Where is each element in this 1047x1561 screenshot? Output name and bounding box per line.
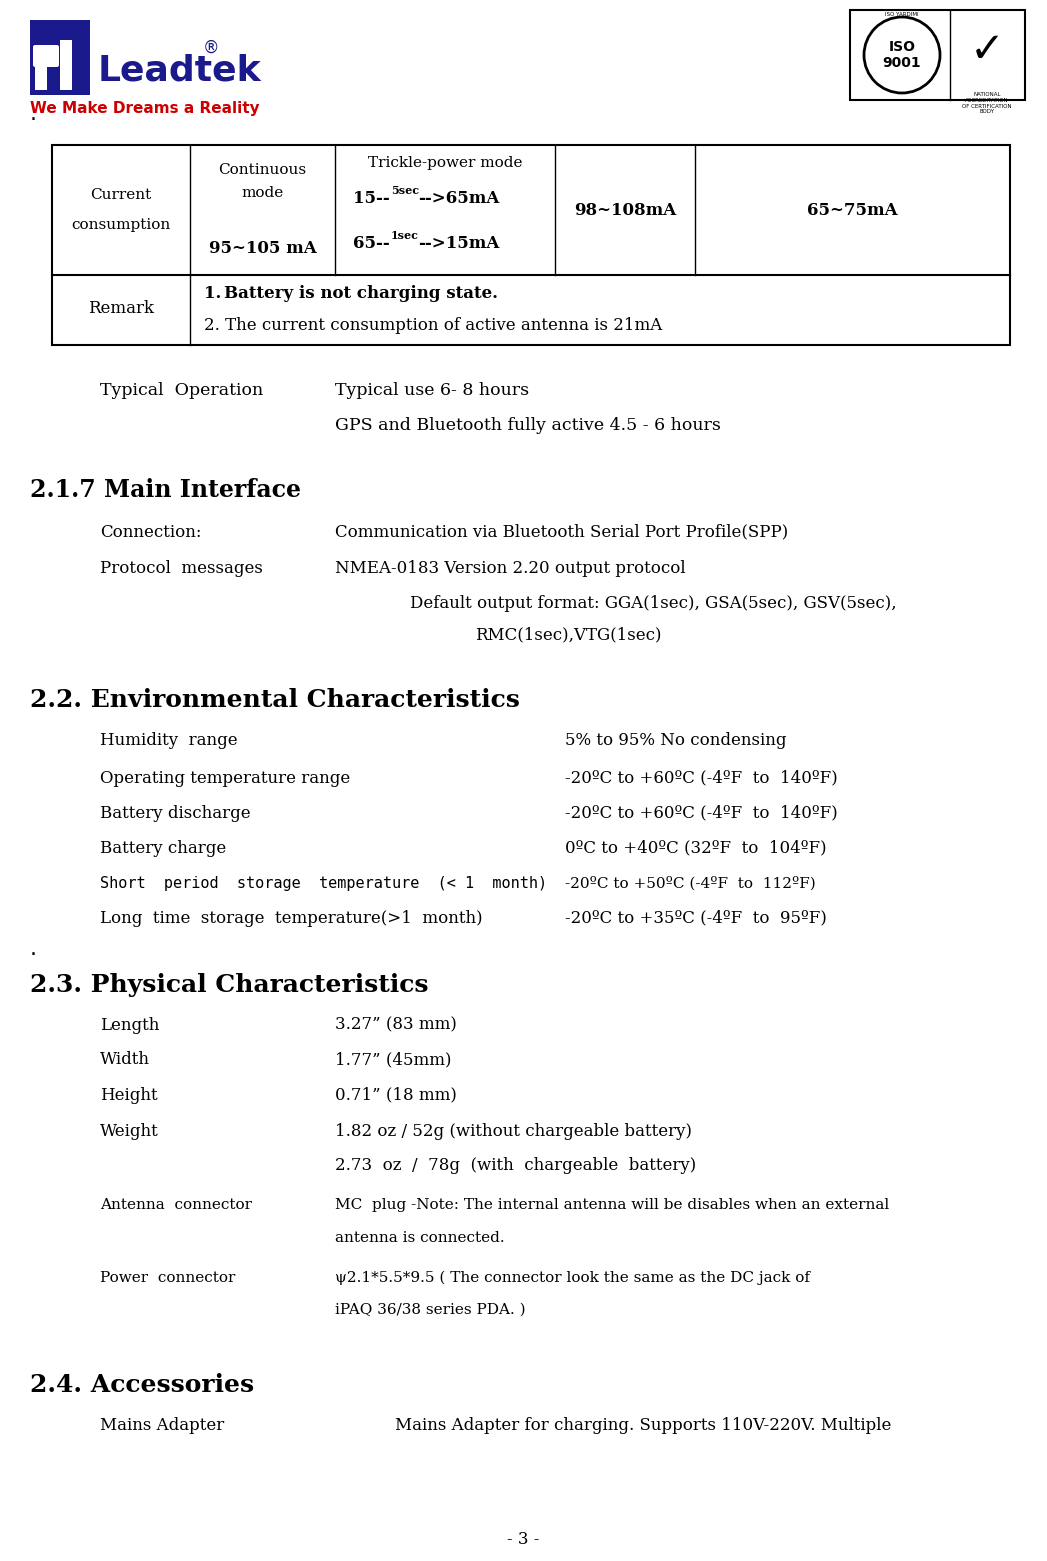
Text: Communication via Bluetooth Serial Port Profile(SPP): Communication via Bluetooth Serial Port … <box>335 523 788 540</box>
Text: Mains Adapter for charging. Supports 110V-220V. Multiple: Mains Adapter for charging. Supports 110… <box>395 1416 891 1433</box>
Text: iPAQ 36/38 series PDA. ): iPAQ 36/38 series PDA. ) <box>335 1303 526 1317</box>
Text: -20ºC to +50ºC (-4ºF  to  112ºF): -20ºC to +50ºC (-4ºF to 112ºF) <box>565 876 816 890</box>
Text: GPS and Bluetooth fully active 4.5 - 6 hours: GPS and Bluetooth fully active 4.5 - 6 h… <box>335 417 721 434</box>
Text: 1.77” (45mm): 1.77” (45mm) <box>335 1052 451 1068</box>
Bar <box>52 145 1010 345</box>
Text: Short  period  storage  temperature  (< 1  month): Short period storage temperature (< 1 mo… <box>101 876 548 890</box>
Text: Continuous: Continuous <box>219 162 307 176</box>
Text: -->65mA: -->65mA <box>418 189 499 206</box>
Text: Weight: Weight <box>101 1124 159 1141</box>
Text: Battery charge: Battery charge <box>101 840 226 857</box>
Text: 1sec: 1sec <box>391 229 419 240</box>
Text: 1.: 1. <box>204 284 227 301</box>
Text: ·: · <box>30 944 37 965</box>
Bar <box>60 41 72 91</box>
Text: Mains Adapter: Mains Adapter <box>101 1416 224 1433</box>
Text: 2.3. Physical Characteristics: 2.3. Physical Characteristics <box>30 973 428 997</box>
Text: 5sec: 5sec <box>391 184 419 195</box>
Text: 0ºC to +40ºC (32ºF  to  104ºF): 0ºC to +40ºC (32ºF to 104ºF) <box>565 840 827 857</box>
Text: ®: ® <box>203 39 220 58</box>
Text: antenna is connected.: antenna is connected. <box>335 1232 505 1246</box>
Text: ·: · <box>30 109 37 130</box>
Text: consumption: consumption <box>71 219 171 233</box>
Text: Length: Length <box>101 1016 159 1033</box>
Text: Current: Current <box>90 187 152 201</box>
Text: -20ºC to +35ºC (-4ºF  to  95ºF): -20ºC to +35ºC (-4ºF to 95ºF) <box>565 910 827 927</box>
Text: Typical  Operation: Typical Operation <box>101 381 263 398</box>
Text: 15--: 15-- <box>353 189 389 206</box>
Text: -20ºC to +60ºC (-4ºF  to  140ºF): -20ºC to +60ºC (-4ºF to 140ºF) <box>565 804 838 821</box>
Text: 3.27” (83 mm): 3.27” (83 mm) <box>335 1016 456 1033</box>
Text: We Make Dreams a Reality: We Make Dreams a Reality <box>30 100 260 116</box>
Text: 98~108mA: 98~108mA <box>574 201 676 219</box>
Text: RMC(1sec),VTG(1sec): RMC(1sec),VTG(1sec) <box>475 626 662 643</box>
Text: 2.73  oz  /  78g  (with  chargeable  battery): 2.73 oz / 78g (with chargeable battery) <box>335 1157 696 1174</box>
Text: ψ2.1*5.5*9.5 ( The connector look the same as the DC jack of: ψ2.1*5.5*9.5 ( The connector look the sa… <box>335 1271 810 1285</box>
Text: ISO YARDIMI: ISO YARDIMI <box>885 12 919 17</box>
Text: 2.2. Environmental Characteristics: 2.2. Environmental Characteristics <box>30 688 520 712</box>
Text: Battery discharge: Battery discharge <box>101 804 250 821</box>
Text: 2. The current consumption of active antenna is 21mA: 2. The current consumption of active ant… <box>204 317 663 334</box>
Text: 9001: 9001 <box>883 56 921 70</box>
Text: 0.71” (18 mm): 0.71” (18 mm) <box>335 1086 456 1104</box>
Text: 65~75mA: 65~75mA <box>807 201 898 219</box>
Text: Height: Height <box>101 1086 158 1104</box>
Text: 95~105 mA: 95~105 mA <box>208 239 316 256</box>
Text: -->15mA: -->15mA <box>418 234 499 251</box>
Text: mode: mode <box>242 186 284 200</box>
Text: 2.4. Accessories: 2.4. Accessories <box>30 1374 254 1397</box>
Text: 1.82 oz / 52g (without chargeable battery): 1.82 oz / 52g (without chargeable batter… <box>335 1124 692 1141</box>
Text: 2.1.7 Main Interface: 2.1.7 Main Interface <box>30 478 300 503</box>
Text: Humidity  range: Humidity range <box>101 732 238 749</box>
Text: Antenna  connector: Antenna connector <box>101 1197 252 1211</box>
Text: Power  connector: Power connector <box>101 1271 236 1285</box>
Text: Remark: Remark <box>88 300 154 317</box>
Text: 65--: 65-- <box>353 234 389 251</box>
Text: ✓: ✓ <box>970 30 1004 70</box>
Text: -20ºC to +60ºC (-4ºF  to  140ºF): -20ºC to +60ºC (-4ºF to 140ºF) <box>565 770 838 787</box>
Text: MC  plug -Note: The internal antenna will be disables when an external: MC plug -Note: The internal antenna will… <box>335 1197 889 1211</box>
Text: NATIONAL
ACCREDITATION
OF CERTIFICATION
BODY: NATIONAL ACCREDITATION OF CERTIFICATION … <box>962 92 1011 114</box>
Text: Trickle-power mode: Trickle-power mode <box>367 156 522 170</box>
Text: ISO: ISO <box>889 41 915 55</box>
Bar <box>35 55 47 91</box>
Bar <box>850 9 1025 100</box>
Text: 5% to 95% No condensing: 5% to 95% No condensing <box>565 732 786 749</box>
Text: Connection:: Connection: <box>101 523 201 540</box>
Text: Protocol  messages: Protocol messages <box>101 559 263 576</box>
FancyBboxPatch shape <box>34 45 59 67</box>
Text: Battery is not charging state.: Battery is not charging state. <box>224 284 498 301</box>
Text: Long  time  storage  temperature(>1  month): Long time storage temperature(>1 month) <box>101 910 483 927</box>
Text: NMEA-0183 Version 2.20 output protocol: NMEA-0183 Version 2.20 output protocol <box>335 559 686 576</box>
Text: Width: Width <box>101 1052 150 1068</box>
Text: Operating temperature range: Operating temperature range <box>101 770 351 787</box>
Text: Leadtek: Leadtek <box>98 53 262 87</box>
Text: Typical use 6- 8 hours: Typical use 6- 8 hours <box>335 381 529 398</box>
Bar <box>30 20 90 95</box>
Text: Default output format: GGA(1sec), GSA(5sec), GSV(5sec),: Default output format: GGA(1sec), GSA(5s… <box>410 595 896 612</box>
Text: - 3 -: - 3 - <box>508 1531 539 1549</box>
